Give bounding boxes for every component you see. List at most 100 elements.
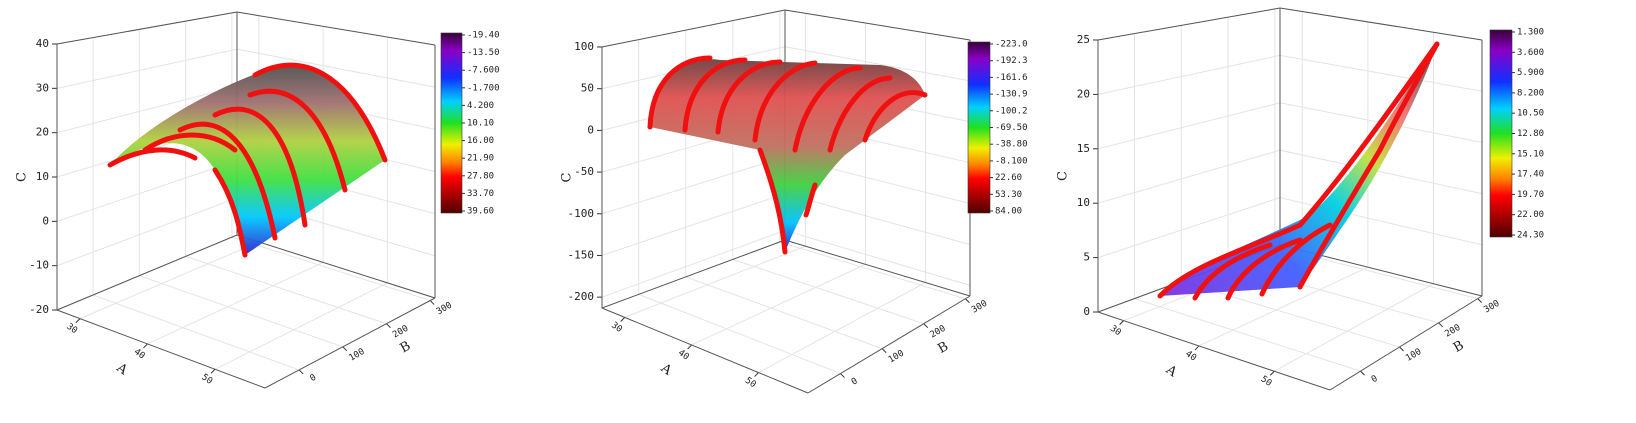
colorbar-label: -161.6 — [995, 73, 1028, 83]
y-tick-label: 200 — [928, 324, 947, 341]
colorbar-label: 33.70 — [467, 189, 494, 199]
z-tick-label: 30 — [36, 81, 49, 94]
grid-line — [139, 275, 343, 348]
surface — [1160, 44, 1437, 296]
y-tick-label: 0 — [850, 376, 860, 387]
y-tick-label: 200 — [391, 324, 410, 341]
tick-mark — [1399, 346, 1404, 352]
tick-mark — [386, 323, 391, 329]
colorbar-label: -1.700 — [467, 83, 500, 93]
axis-line — [1279, 7, 1483, 41]
axis-line — [236, 11, 436, 46]
colorbar-label: -223.0 — [995, 40, 1028, 50]
tick-mark — [75, 318, 81, 323]
colorbar-label: 12.80 — [1517, 129, 1544, 139]
axis-line — [784, 9, 971, 41]
colorbar-label: -13.50 — [467, 48, 500, 58]
x-axis-title: A — [113, 360, 131, 379]
axis-line — [56, 309, 266, 389]
grid-line — [1097, 7, 1483, 41]
surface-curves — [1157, 41, 1440, 301]
y-tick-label: 100 — [347, 347, 366, 364]
grid-line — [79, 241, 260, 320]
tick-mark — [881, 348, 887, 353]
colorbar — [1489, 29, 1513, 238]
axis-line — [601, 9, 786, 48]
y-tick-label: 0 — [308, 373, 318, 384]
z-tick-label: -10 — [29, 259, 49, 272]
grid-line — [1097, 102, 1483, 150]
axis-line — [784, 239, 971, 297]
x-axis-title: A — [1162, 362, 1180, 381]
tick-mark — [298, 369, 304, 375]
tick-mark — [1360, 370, 1365, 376]
grid-line — [601, 9, 971, 48]
tick-mark — [620, 317, 626, 322]
axis-line — [1097, 311, 1331, 391]
colorbar-label: -7.600 — [467, 66, 500, 76]
y-tick-label: 300 — [435, 301, 454, 318]
grid-line — [624, 245, 806, 318]
surface — [650, 59, 925, 252]
tick-mark — [687, 344, 692, 350]
y-tick-label: 300 — [970, 299, 989, 316]
z-tick-label: 15 — [1077, 142, 1090, 155]
y-axis-title: B — [935, 339, 951, 357]
grid-line — [779, 241, 966, 300]
colorbar-label: 15.10 — [1517, 149, 1544, 159]
grid-line — [1134, 298, 1361, 372]
x-tick-label: 40 — [132, 347, 147, 361]
z-tick-label: 20 — [1077, 87, 1090, 100]
axis-line — [56, 234, 238, 311]
surface-curves — [647, 55, 928, 255]
z-tick-label: 10 — [36, 170, 49, 183]
colorbar-label: -69.50 — [995, 123, 1028, 133]
z-tick-label: -150 — [568, 248, 595, 261]
x-tick-label: 50 — [199, 372, 214, 386]
axis-line — [236, 234, 436, 299]
tick-mark — [923, 323, 929, 329]
colorbar-label: 27.80 — [467, 171, 494, 181]
grid-line — [1097, 149, 1483, 204]
z-axis-title: C — [1056, 171, 1071, 181]
grid-line — [732, 258, 924, 325]
x-tick-label: 30 — [1108, 324, 1123, 338]
colorbar-label: 53.30 — [995, 190, 1022, 200]
y-tick-label: 200 — [1443, 323, 1462, 340]
z-tick-label: 10 — [1077, 196, 1090, 209]
z-tick-label: -50 — [574, 165, 594, 178]
z-tick-label: 50 — [581, 82, 594, 95]
grid-line — [758, 282, 926, 374]
axis-line — [1097, 7, 1281, 41]
grid-line — [56, 11, 436, 46]
tick-mark — [143, 343, 148, 349]
y-tick-label: 100 — [887, 349, 906, 366]
colorbar-label: 22.60 — [995, 173, 1022, 183]
z-tick-label: 5 — [1083, 251, 1090, 264]
colorbar-label: 24.30 — [1517, 231, 1544, 241]
colorbar-label: -130.9 — [995, 90, 1028, 100]
tick-mark — [1438, 322, 1443, 328]
x-tick-label: 50 — [743, 376, 758, 390]
colorbar-label: -192.3 — [995, 56, 1028, 66]
tick-mark — [210, 368, 216, 374]
tick-mark — [429, 300, 435, 305]
colorbar-label: 16.00 — [467, 136, 494, 146]
axis-line — [1329, 295, 1483, 391]
colorbar-label: 17.40 — [1517, 170, 1544, 180]
z-tick-label: 0 — [42, 214, 49, 227]
z-tick-label: 0 — [1083, 305, 1090, 318]
grid-line — [147, 261, 324, 345]
grid-line — [214, 282, 388, 370]
grid-line — [685, 276, 883, 350]
colorbar-label: 5.900 — [1517, 68, 1544, 78]
colorbar-label: 1.300 — [1517, 28, 1544, 38]
tick-mark — [1477, 298, 1483, 304]
colorbar-label: 84.00 — [995, 207, 1022, 217]
surface-curves — [107, 62, 388, 258]
y-tick-label: 300 — [1482, 299, 1501, 316]
tick-mark — [840, 373, 845, 378]
z-tick-label: -100 — [568, 207, 595, 220]
z-tick-label: 40 — [36, 37, 49, 50]
